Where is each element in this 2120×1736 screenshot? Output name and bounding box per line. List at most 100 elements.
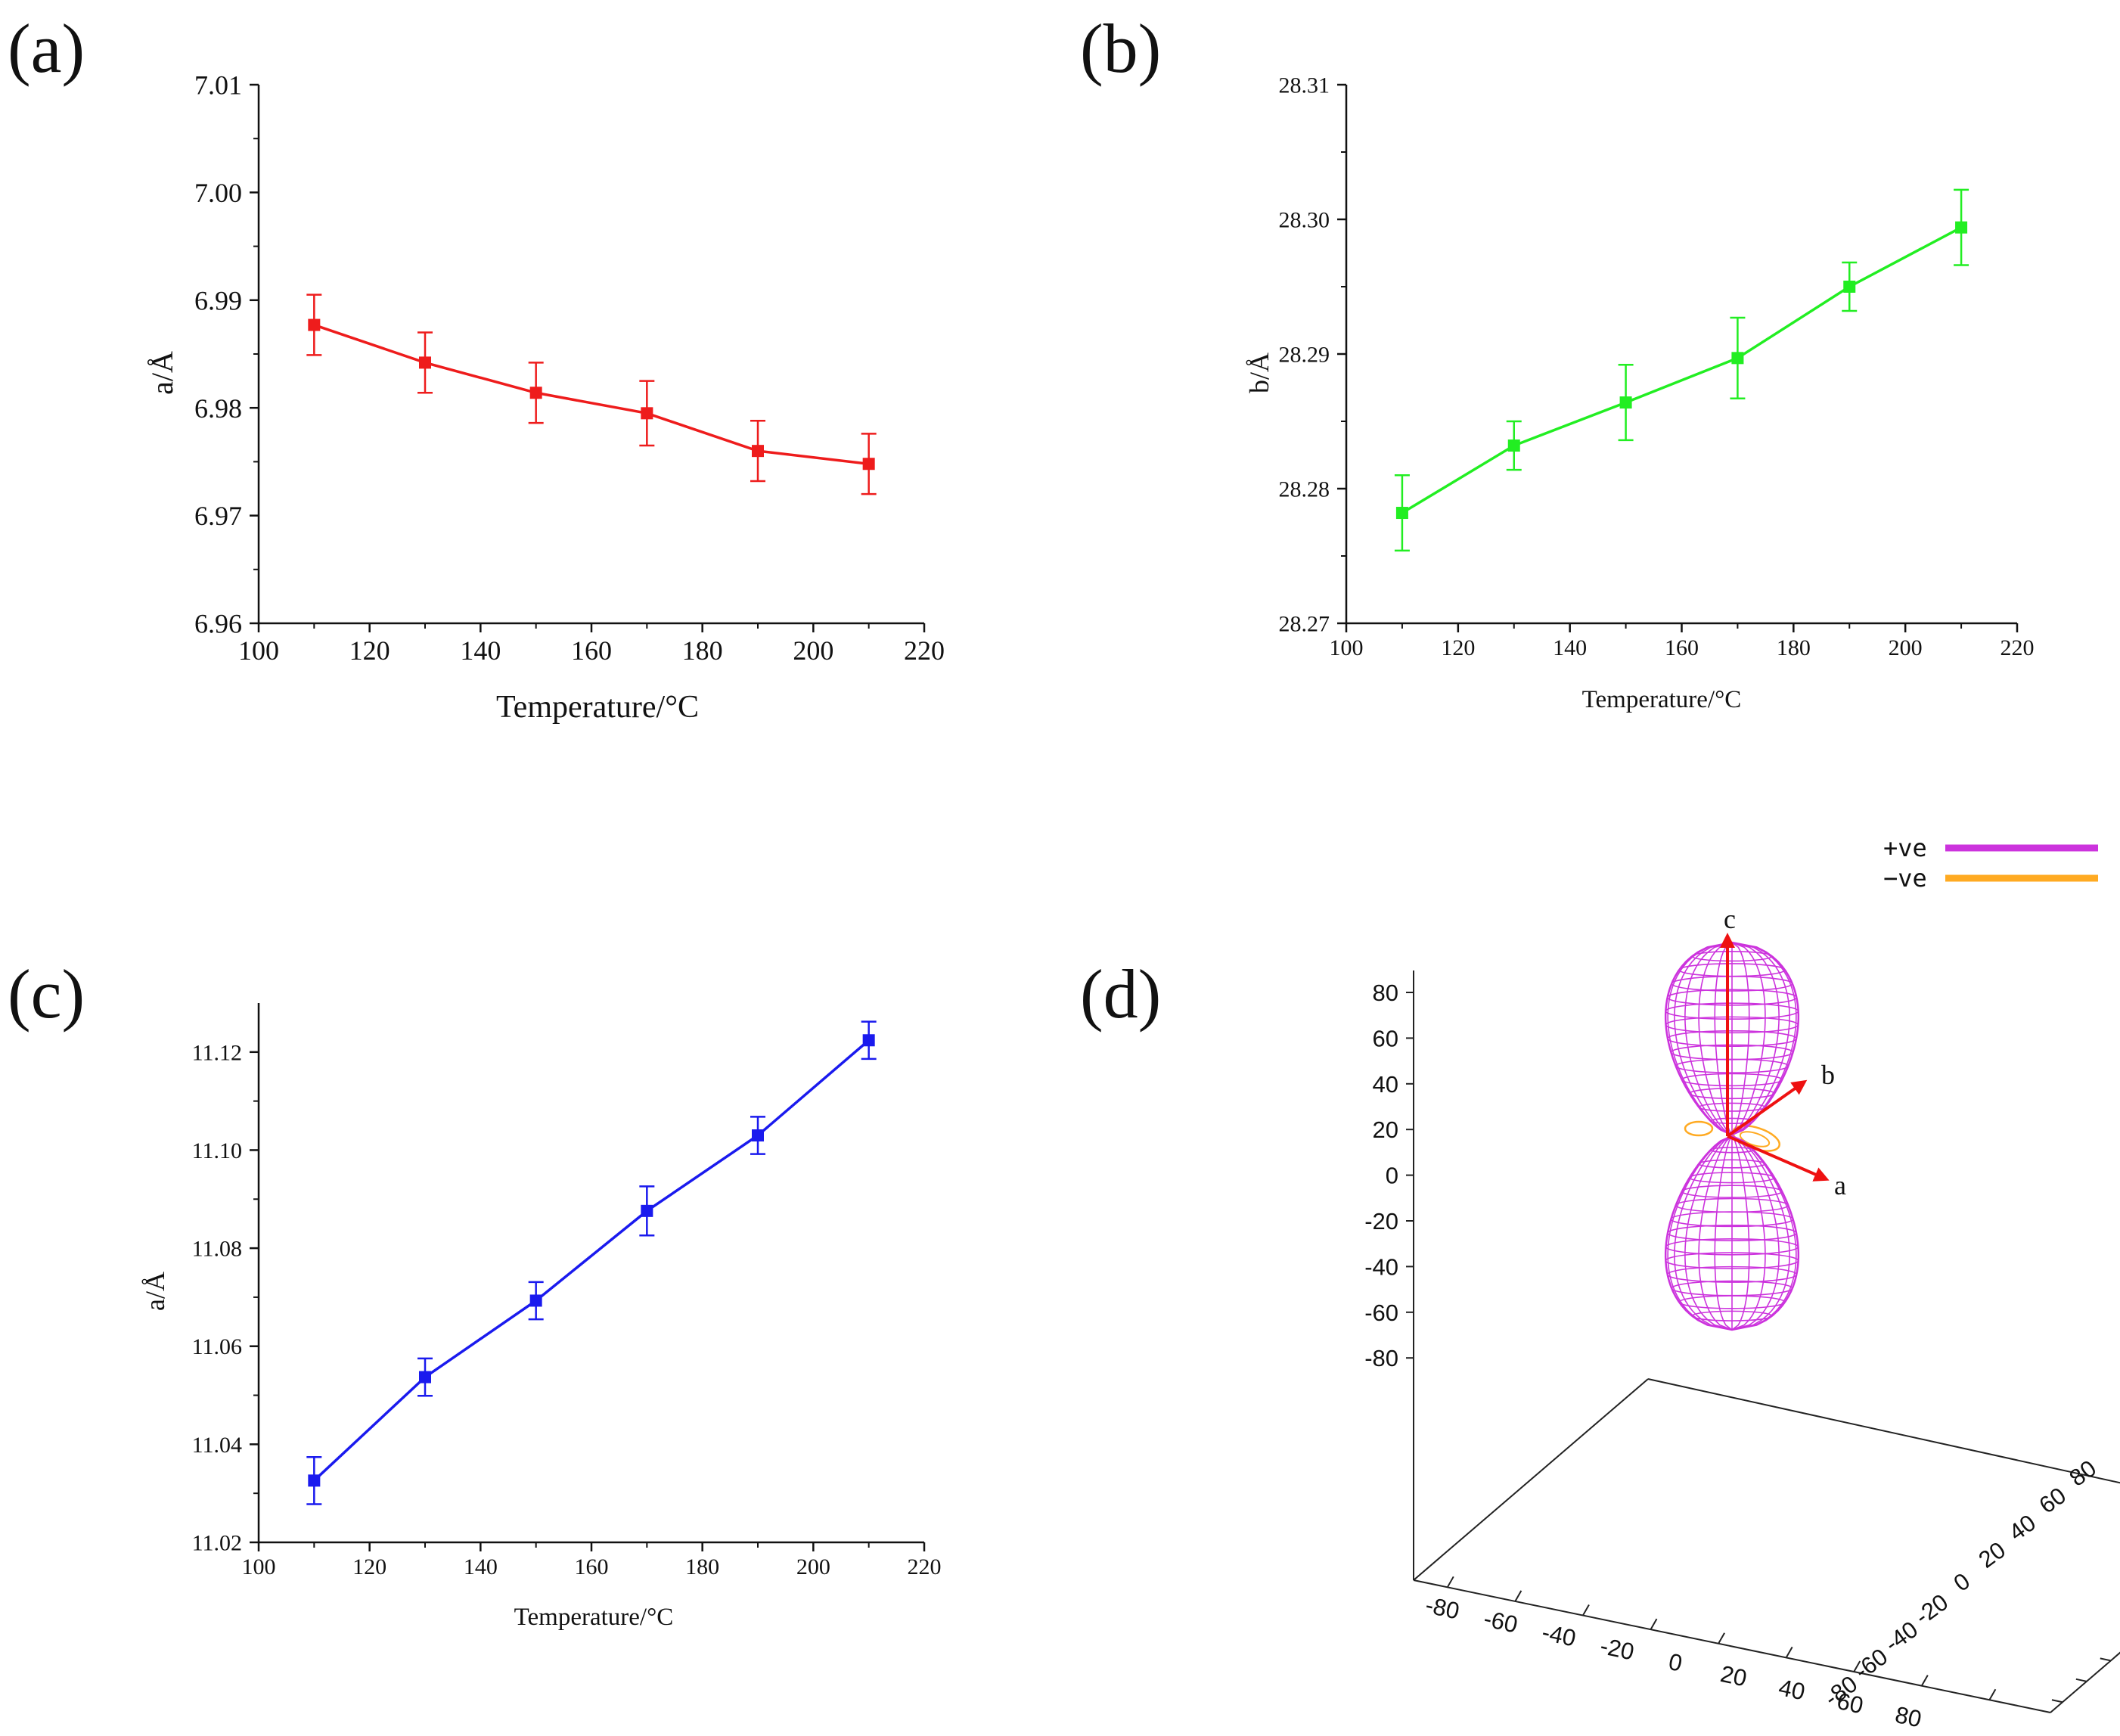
y-tick-label: 11.06 [192, 1334, 242, 1359]
floor-x-tick-label: 80 [1893, 1701, 1924, 1732]
lobe-meridian [1731, 942, 1799, 1135]
floor-tick-x [1446, 1576, 1454, 1588]
x-tick-label: 220 [908, 1554, 942, 1579]
x-tick-label: 180 [685, 1554, 719, 1579]
lobe-meridian [1674, 942, 1733, 1135]
axis-label-a: a [1834, 1170, 1846, 1200]
lobe-meridian [1731, 942, 1790, 1135]
lobe-meridian [1714, 942, 1733, 1135]
lobe-meridian [1665, 942, 1733, 1135]
lobe-meridian [1698, 942, 1733, 1135]
floor-y-tick-label: 0 [1949, 1567, 1976, 1596]
panel-label-d: (d) [1080, 955, 1161, 1033]
data-point [862, 1034, 875, 1047]
data-point [1843, 281, 1856, 293]
z-tick-label: -20 [1364, 1208, 1398, 1234]
floor-tick-y [2051, 1699, 2063, 1703]
lobe-meridian [1674, 1135, 1733, 1331]
data-point [1731, 352, 1744, 365]
z-tick-label: 20 [1373, 1116, 1398, 1143]
x-tick-label: 160 [575, 1554, 609, 1579]
floor-x-tick-label: -60 [1482, 1605, 1520, 1638]
series-line [313, 323, 869, 465]
chart-panel-1: 100 120 140 160 180 200 220 28.27 28.28 28.29 28.3… [1279, 73, 2035, 661]
legend-neg-label: −ve [1883, 864, 1927, 893]
series-line [313, 1039, 870, 1482]
z-tick-label: -60 [1364, 1300, 1398, 1326]
data-point [308, 318, 321, 331]
y-tick-label: 11.12 [192, 1040, 242, 1065]
floor-x-tick-label: -80 [1423, 1592, 1462, 1625]
lobe-meridian [1731, 1135, 1790, 1331]
lobe-meridian [1731, 942, 1766, 1135]
y-tick-label: 28.27 [1279, 612, 1330, 637]
floor-tick-x [1514, 1590, 1522, 1602]
lobe-meridian [1665, 1135, 1733, 1331]
y-tick-label: 28.30 [1279, 208, 1330, 233]
x-tick-label: 200 [796, 1554, 830, 1579]
lobe-meridian [1731, 1135, 1799, 1331]
data-point [419, 356, 431, 369]
panel-b-xlabel: Temperature/°C [1582, 686, 1742, 713]
x-tick-label: 120 [1441, 635, 1475, 660]
floor-tick-y [2075, 1678, 2087, 1682]
x-tick-label: 220 [2000, 635, 2035, 660]
floor-y-tick-label: 40 [2004, 1509, 2041, 1546]
axis-label-b: b [1821, 1060, 1835, 1090]
z-tick-label: -80 [1364, 1345, 1398, 1371]
y-tick-label: 11.10 [192, 1138, 242, 1163]
lobe-meridian [1698, 1135, 1733, 1331]
y-tick-label: 7.01 [194, 70, 242, 101]
data-point [641, 1204, 653, 1217]
panel-a-ylabel: a/Å [145, 351, 179, 395]
x-tick-label: 180 [682, 635, 723, 666]
data-point [1395, 507, 1408, 520]
lobe-meridian [1731, 1135, 1750, 1331]
lobe-meridian [1731, 942, 1780, 1135]
lobe-meridian [1684, 942, 1733, 1135]
upper-lobe [1664, 941, 1800, 1136]
lobe-meridian [1731, 942, 1750, 1135]
lobe-meridian [1714, 1135, 1733, 1331]
x-tick-label: 100 [242, 1554, 276, 1579]
x-tick-label: 160 [1665, 635, 1699, 660]
y-tick-label: 28.29 [1279, 343, 1330, 368]
floor-tick-x [1718, 1632, 1725, 1644]
x-tick-label: 140 [460, 635, 501, 666]
y-tick-label: 7.00 [194, 178, 242, 208]
data-point [308, 1474, 321, 1487]
floor-edge-x [1413, 1579, 2051, 1713]
floor-y-tick-label: -40 [1879, 1616, 1923, 1657]
floor-tick-x [1582, 1604, 1590, 1616]
x-tick-label: 140 [1553, 635, 1587, 660]
floor-tick-x [1785, 1646, 1793, 1658]
floor-tick-x [1988, 1688, 1997, 1700]
z-tick-label: 60 [1373, 1025, 1398, 1051]
floor-y-tick-label: 80 [2065, 1455, 2101, 1492]
lobe-meridian [1684, 1135, 1733, 1331]
y-tick-label: 11.04 [192, 1433, 242, 1458]
floor-x-tick-label: 0 [1666, 1648, 1684, 1677]
z-tick-label: 80 [1373, 980, 1398, 1006]
data-point [529, 387, 542, 399]
floor-x-tick-label: -20 [1598, 1632, 1637, 1666]
floor-y-tick-label: 60 [2035, 1482, 2071, 1519]
x-tick-label: 140 [464, 1554, 498, 1579]
floor-tick-x [1650, 1618, 1658, 1630]
panel-label-c: (c) [8, 955, 85, 1033]
data-point [641, 407, 653, 420]
z-tick-label: 40 [1373, 1071, 1398, 1098]
floor-x-tick-label: 40 [1777, 1674, 1808, 1705]
floor-x-tick-label: 60 [1835, 1688, 1866, 1719]
floor-edge-right [2050, 1651, 2120, 1713]
x-tick-label: 200 [793, 635, 833, 666]
x-tick-label: 160 [571, 635, 612, 666]
data-point [419, 1371, 431, 1384]
axis-label-c: c [1724, 904, 1736, 934]
lower-lobe [1664, 1135, 1800, 1331]
y-tick-label: 6.99 [194, 285, 242, 315]
floor-x-tick-label: -40 [1540, 1619, 1578, 1652]
lobe-meridian [1731, 942, 1797, 1135]
